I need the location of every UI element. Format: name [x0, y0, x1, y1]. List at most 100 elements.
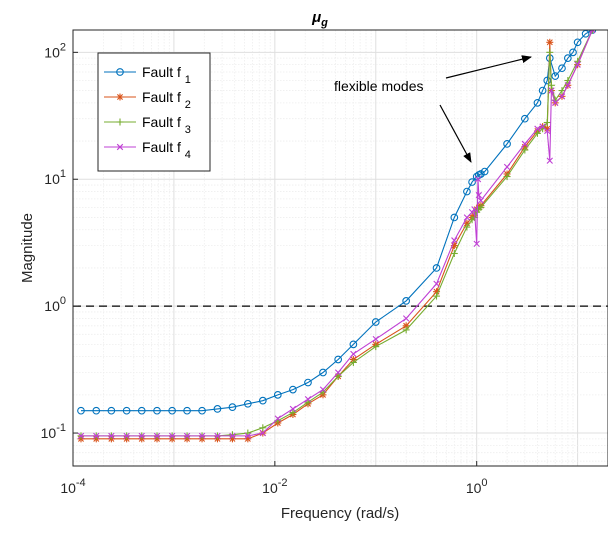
data-point	[463, 187, 471, 196]
data-point	[273, 391, 282, 399]
data-point	[477, 197, 485, 204]
annotation-arrow-upper	[445, 55, 532, 79]
data-point	[198, 432, 206, 440]
legend-marker	[116, 118, 124, 126]
data-point	[349, 340, 358, 349]
data-point	[153, 432, 161, 440]
data-point	[402, 326, 410, 334]
data-point	[546, 48, 554, 56]
data-point	[153, 406, 161, 415]
data-point	[243, 399, 252, 408]
data-point	[372, 335, 379, 343]
data-point	[258, 396, 267, 405]
chart-title: μg	[311, 9, 328, 29]
data-point	[544, 127, 551, 135]
data-point	[503, 140, 511, 148]
annotation-text: flexible modes	[334, 78, 424, 94]
data-point	[244, 432, 252, 440]
data-point	[168, 406, 176, 415]
y-axis-label: Magnitude	[19, 213, 36, 283]
data-point	[463, 223, 471, 231]
data-point	[122, 406, 131, 415]
x-axis-label: Frequency (rad/s)	[281, 505, 399, 522]
data-point	[573, 38, 582, 47]
data-point	[433, 292, 441, 300]
series-4	[77, 30, 596, 440]
plot-frame	[72, 29, 608, 467]
legend-label: Fault f 3	[142, 114, 191, 136]
data-point	[92, 406, 101, 415]
data-point	[534, 125, 541, 132]
legend-entry-4: Fault f 4	[104, 139, 191, 161]
legend: Fault f 1 Fault f 2 Fault f 3 Fault f 4	[97, 52, 211, 172]
data-point	[402, 297, 411, 305]
data-point	[463, 214, 471, 221]
data-point	[581, 30, 590, 38]
data-point	[477, 203, 485, 211]
data-point	[574, 61, 581, 68]
legend-entry-2: Fault f 2	[104, 89, 191, 111]
data-point	[432, 264, 441, 272]
data-point	[563, 54, 572, 63]
data-point	[473, 240, 480, 247]
annotation-arrow-lower	[439, 104, 472, 163]
legend-label: Fault f 2	[142, 89, 191, 111]
legend-marker	[116, 143, 124, 151]
data-point	[450, 249, 458, 257]
data-point	[564, 82, 572, 89]
data-point	[183, 406, 191, 415]
x-tick-label: 10-2	[262, 477, 287, 496]
legend-marker	[116, 68, 124, 76]
data-point	[168, 432, 176, 440]
data-point	[350, 350, 357, 358]
data-point	[548, 87, 555, 94]
data-point	[402, 315, 410, 322]
data-point	[304, 395, 312, 403]
data-point	[546, 38, 554, 46]
data-point	[533, 129, 541, 137]
data-point	[450, 213, 459, 222]
title-subscript: g	[320, 17, 328, 29]
data-point	[304, 378, 312, 387]
data-point	[480, 167, 489, 176]
data-point	[108, 432, 115, 440]
data-point	[546, 157, 553, 164]
data-point	[503, 163, 511, 171]
data-point	[552, 99, 559, 107]
data-point	[77, 406, 85, 415]
data-point	[229, 432, 236, 440]
data-point	[547, 81, 555, 89]
data-point	[371, 318, 380, 326]
data-point	[475, 191, 483, 199]
data-point	[198, 406, 206, 415]
data-point	[93, 432, 100, 440]
data-point	[538, 86, 547, 95]
data-point	[107, 406, 116, 415]
data-point	[551, 72, 560, 80]
data-point	[349, 358, 357, 366]
data-point	[521, 146, 529, 154]
data-point	[521, 140, 529, 148]
data-point	[334, 369, 342, 376]
data-point	[588, 30, 596, 34]
data-point	[474, 176, 482, 183]
series-line-4	[80, 30, 593, 437]
legend-label: Fault f 4	[142, 139, 191, 161]
annotation: flexible modes	[334, 55, 532, 163]
x-tick-label: 100	[466, 477, 488, 496]
data-point	[228, 431, 236, 439]
data-point	[213, 405, 222, 413]
data-point	[471, 206, 478, 213]
y-tick-label: 10-1	[41, 422, 66, 441]
legend-entry-1: Fault f 1	[104, 64, 191, 86]
title-symbol: μ	[311, 9, 321, 26]
y-tick-label: 101	[44, 168, 66, 187]
data-point	[569, 48, 577, 57]
data-point	[183, 432, 191, 440]
data-point	[289, 409, 297, 417]
data-point	[543, 119, 551, 127]
data-point	[319, 386, 327, 393]
data-point	[520, 114, 529, 123]
data-point	[77, 432, 85, 440]
